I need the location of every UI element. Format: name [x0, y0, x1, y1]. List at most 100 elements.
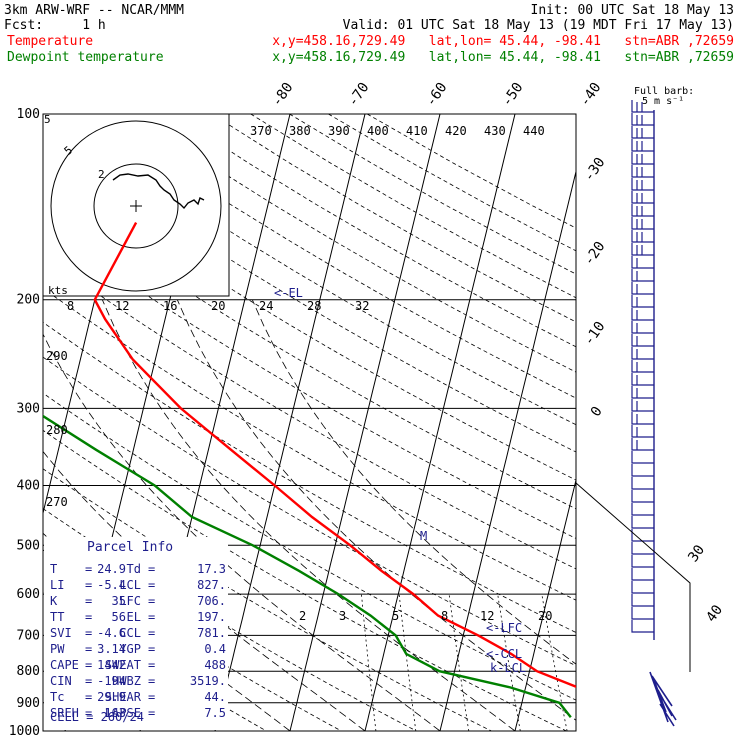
- moist-adiabat-line: [43, 333, 441, 731]
- theta-e-label: 370: [250, 124, 272, 138]
- dry-adiabat-line: [367, 114, 576, 229]
- parcel-info-cell: =: [148, 594, 155, 608]
- mixing-ratio-label: 3: [339, 609, 346, 623]
- isotherm-line: [665, 114, 740, 731]
- parcel-info-cell: 56: [112, 610, 126, 624]
- mixing-ratio-line: [600, 594, 629, 731]
- dry-adiabat-line: [43, 429, 567, 731]
- parcel-info-cell: LCL: [119, 578, 141, 592]
- mixing-ratio-label: 12: [480, 609, 494, 623]
- moist-adiabat-line: [43, 532, 291, 731]
- wind-barb: [631, 230, 654, 243]
- wind-barb: [631, 334, 654, 347]
- valid-time: Valid: 01 UTC Sat 18 May 13 (19 MDT Fri …: [343, 18, 734, 33]
- wind-barb: [631, 620, 654, 633]
- theta-label: 290: [46, 349, 68, 363]
- parcel-info-cell: =: [148, 706, 155, 720]
- wind-barb: [631, 568, 654, 581]
- parcel-info-cell: =: [85, 690, 92, 704]
- parcel-info-cell: 35: [112, 594, 126, 608]
- parcel-info-cell: 197.: [197, 610, 226, 624]
- mixing-ratio-line: [398, 594, 417, 731]
- hodograph-center: [130, 200, 142, 212]
- isotherm-line: [590, 114, 740, 731]
- mixing-ratio-line: [448, 594, 470, 731]
- wind-barb: [631, 529, 654, 542]
- wind-barb: [631, 581, 654, 594]
- isotherm-label: -20: [581, 239, 609, 269]
- wind-barb-cluster: [649, 671, 677, 727]
- hodograph-speed-tick: 12: [115, 299, 129, 313]
- hodograph-ring-outer: [50, 120, 222, 292]
- wind-barb: [631, 464, 654, 477]
- wind-barb: [631, 386, 654, 399]
- theta-label: 270: [46, 495, 68, 509]
- parcel-info-cell: K: [50, 594, 58, 608]
- parcel-info-cell: SREH: [50, 706, 79, 720]
- parcel-info-cell: =: [148, 610, 155, 624]
- wind-barb: [631, 191, 654, 204]
- parcel-info-cell: PW: [50, 642, 65, 656]
- theta-e-label: 410: [406, 124, 428, 138]
- wind-legend-value: 5 m s⁻¹: [642, 96, 684, 107]
- pressure-label-500: 500: [17, 538, 40, 553]
- wind-barb: [631, 100, 654, 113]
- parcel-info-cell: =: [148, 578, 155, 592]
- temperature-profile: [93, 222, 576, 688]
- parcel-info-cell: LFC: [119, 594, 141, 608]
- hodograph-unit-label: kts: [48, 284, 68, 297]
- wind-barb: [631, 308, 654, 321]
- wind-barb-legend: Full barb: 5 m s⁻¹: [634, 86, 694, 107]
- hodograph-speed-tick: 32: [355, 299, 369, 313]
- hodograph: 2 5 5 kts: [42, 113, 230, 297]
- wind-barb: [631, 347, 654, 360]
- parcel-info-cell: 0.4: [204, 642, 226, 656]
- wind-barb: [631, 295, 654, 308]
- mixing-ratio-label: 8: [441, 609, 448, 623]
- temperature-legend-label: Temperature: [7, 34, 93, 49]
- hodograph-speed-tick: 20: [211, 299, 225, 313]
- dry-adiabat-line: [172, 114, 576, 348]
- wind-barb: [631, 256, 654, 269]
- parcel-info-cell: HWBZ: [112, 674, 141, 688]
- mixing-ratio-line: [541, 594, 568, 731]
- wind-barb: [631, 360, 654, 373]
- wind-barb: [631, 321, 654, 334]
- parcel-info-cell: =: [148, 674, 155, 688]
- parcel-info-cell: =: [148, 658, 155, 672]
- dry-adiabat-line: [250, 114, 576, 299]
- hodograph-speed-tick: 8: [67, 299, 74, 313]
- hodograph-trace: [112, 173, 205, 210]
- parcel-cell-motion: CELL = 260/24: [50, 710, 144, 724]
- moist-adiabat-line: [101, 299, 516, 731]
- wind-barb: [631, 399, 654, 412]
- isotherm-label: -40: [577, 80, 605, 110]
- wind-barb: [631, 204, 654, 217]
- hodograph-speed-tick: 24: [259, 299, 273, 313]
- mixing-ratio-line: [361, 594, 377, 731]
- parcel-info-cell: SHEAR: [105, 690, 142, 704]
- dry-adiabat-line: [56, 114, 576, 426]
- dewpoint-legend-info: x,y=458.16,729.49 lat,lon= 45.44, -98.41…: [272, 50, 734, 65]
- mixing-ratio-label: 2: [299, 609, 306, 623]
- hodograph-speed-tick: 16: [163, 299, 177, 313]
- moist-adiabat-line: [176, 299, 576, 721]
- parcel-info-cell: 827.: [197, 578, 226, 592]
- moist-adiabat-line: [251, 299, 576, 665]
- wind-barb: [631, 477, 654, 490]
- parcel-info-cell: =: [148, 642, 155, 656]
- parcel-level-marker: <-EL: [274, 286, 303, 300]
- dry-adiabat-line: [43, 321, 576, 633]
- wind-barb: [631, 607, 654, 620]
- isotherm-label: 30: [685, 542, 708, 565]
- wind-barb: [631, 178, 654, 191]
- parcel-info-cell: Tc: [50, 690, 64, 704]
- pressure-label-700: 700: [17, 628, 40, 643]
- wind-barb: [631, 152, 654, 165]
- dry-adiabat-line: [43, 191, 576, 510]
- plot-frame: [42, 113, 577, 732]
- parcel-info-cell: 24.9: [97, 562, 126, 576]
- wind-barbs: [575, 100, 691, 727]
